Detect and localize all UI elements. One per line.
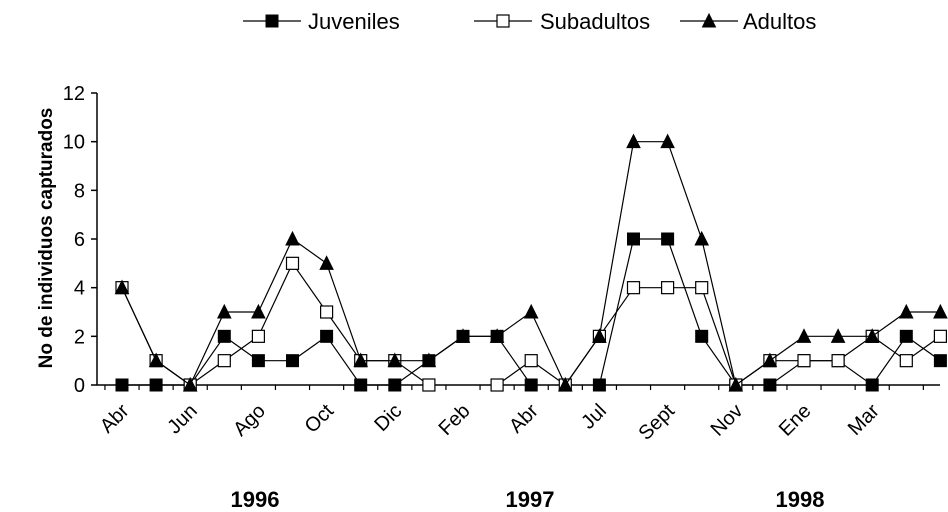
data-point	[523, 303, 539, 319]
data-point	[490, 378, 504, 392]
data-point	[217, 329, 231, 343]
data-point	[422, 378, 436, 392]
x-tick-label: Mar	[844, 400, 884, 440]
data-point	[627, 232, 640, 246]
data-point	[694, 230, 710, 246]
x-tick-label: Jun	[163, 400, 201, 438]
series-line	[121, 141, 941, 387]
data-point	[899, 329, 913, 343]
legend-marker	[701, 12, 717, 28]
data-point	[286, 354, 299, 368]
y-tick-label: 0	[74, 375, 85, 397]
y-tick-label: 12	[63, 83, 85, 105]
data-point	[149, 378, 163, 392]
data-point	[626, 133, 641, 149]
data-point	[489, 328, 505, 343]
data-point	[626, 281, 641, 295]
legend-marker	[496, 14, 510, 28]
data-point	[933, 329, 948, 343]
data-point	[762, 352, 778, 368]
data-point	[728, 376, 744, 392]
x-tick-label: Jul	[577, 400, 611, 434]
series-layer	[114, 133, 948, 392]
year-labels: 1996 1997 1998	[231, 487, 825, 512]
data-point	[387, 352, 403, 368]
data-point	[216, 303, 232, 319]
data-point	[865, 378, 879, 392]
data-point	[831, 354, 845, 368]
data-point	[557, 376, 573, 392]
series-line	[122, 335, 532, 386]
data-point	[524, 378, 538, 392]
series-line	[121, 262, 430, 386]
y-tick-label: 2	[74, 326, 85, 348]
legend: Juveniles Subadultos Adultos	[243, 9, 816, 34]
data-point	[148, 352, 164, 368]
y-axis-label: No de individuos capturados	[36, 108, 57, 369]
data-point	[830, 328, 846, 343]
data-point	[933, 354, 947, 368]
data-point	[251, 303, 266, 319]
data-point	[251, 354, 265, 368]
data-point	[660, 133, 675, 149]
data-point	[285, 230, 300, 246]
axes: 0 2 4 6 8 10 12	[63, 83, 940, 397]
data-point	[354, 378, 368, 392]
x-tick-label: Ago	[229, 400, 270, 441]
data-point	[320, 329, 334, 343]
data-point	[796, 328, 812, 343]
data-point	[319, 255, 334, 270]
x-tick-label: Nov	[707, 400, 748, 441]
data-point	[285, 256, 300, 270]
x-tick-label: Feb	[435, 400, 475, 440]
series-subadultos	[115, 256, 948, 392]
x-tick-label: Abr	[505, 400, 543, 438]
x-tick-label: Dic	[370, 400, 406, 436]
x-tick-label: Abr	[96, 400, 134, 438]
data-point	[592, 378, 606, 392]
x-tick-label: Oct	[301, 400, 339, 438]
data-point	[695, 329, 709, 343]
data-point	[217, 354, 231, 368]
data-point	[353, 352, 369, 368]
year-label: 1998	[776, 487, 825, 512]
data-point	[864, 328, 880, 343]
data-point	[660, 281, 675, 295]
data-point	[421, 352, 437, 368]
legend-item: Juveniles	[243, 9, 400, 34]
data-point	[455, 328, 471, 343]
legend-item: Subadultos	[474, 9, 650, 34]
data-point	[251, 329, 265, 343]
legend-item: Adultos	[680, 9, 816, 34]
data-point	[695, 281, 709, 295]
y-tick-label: 8	[74, 180, 85, 202]
x-tick-label: Ene	[775, 400, 816, 441]
legend-label: Subadultos	[540, 9, 650, 34]
data-point	[320, 305, 334, 319]
data-point	[592, 328, 607, 343]
y-tick-label: 10	[63, 132, 85, 154]
y-tick-label: 4	[74, 278, 85, 300]
y-tick-label: 6	[74, 229, 85, 251]
data-point	[661, 232, 675, 246]
data-point	[898, 303, 914, 319]
legend-label: Adultos	[743, 9, 816, 34]
data-point	[115, 378, 129, 392]
data-point	[899, 354, 913, 368]
data-point	[797, 354, 811, 368]
year-label: 1997	[506, 487, 555, 512]
year-label: 1996	[231, 487, 280, 512]
data-point	[763, 378, 777, 392]
x-tick-label: Sept	[634, 400, 679, 445]
x-tick-labels: Abr Jun Ago Oct Dic Feb Abr Jul Sept Nov Ene Mar	[96, 400, 884, 445]
series-adultos	[114, 133, 948, 392]
data-point	[114, 279, 130, 295]
data-point	[388, 378, 402, 392]
data-point	[524, 354, 538, 368]
data-point	[933, 303, 948, 319]
legend-label: Juveniles	[308, 9, 400, 34]
data-point	[182, 376, 198, 392]
legend-marker	[265, 14, 279, 28]
